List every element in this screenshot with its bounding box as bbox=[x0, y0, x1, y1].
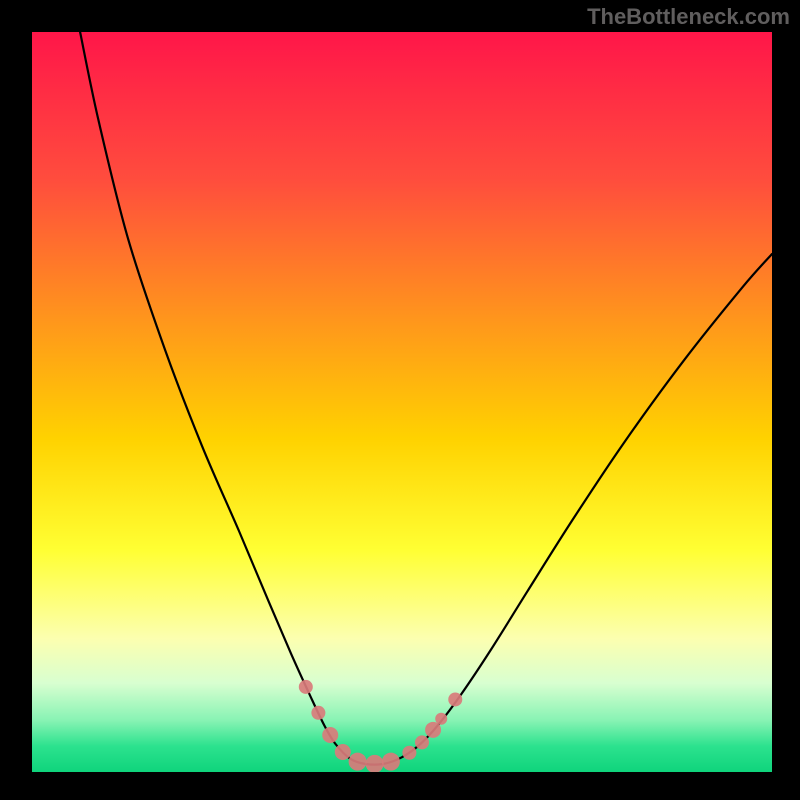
plot-svg bbox=[32, 32, 772, 772]
data-marker bbox=[349, 753, 367, 771]
data-marker bbox=[425, 722, 441, 738]
data-marker bbox=[382, 753, 400, 771]
data-marker bbox=[402, 746, 416, 760]
data-marker bbox=[311, 706, 325, 720]
data-marker bbox=[299, 680, 313, 694]
data-marker bbox=[322, 727, 338, 743]
data-marker bbox=[448, 692, 462, 706]
data-marker bbox=[335, 744, 351, 760]
data-marker bbox=[435, 713, 447, 725]
chart-root: TheBottleneck.com bbox=[0, 0, 800, 800]
data-marker bbox=[415, 735, 429, 749]
plot-area bbox=[32, 32, 772, 772]
watermark-text: TheBottleneck.com bbox=[587, 4, 790, 30]
gradient-background bbox=[32, 32, 772, 772]
